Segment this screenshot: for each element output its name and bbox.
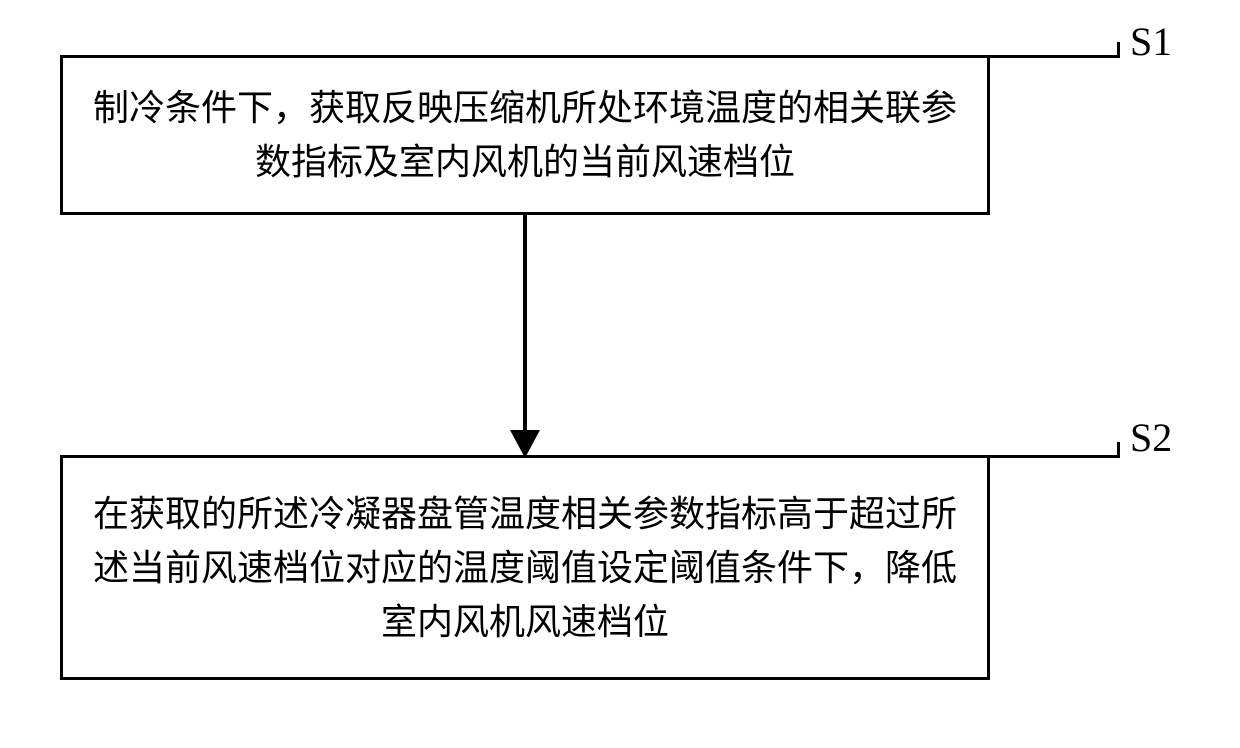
step-text-s1: 制冷条件下，获取反映压缩机所处环境温度的相关联参数指标及室内风机的当前风速档位 (93, 81, 957, 189)
step-box-s1: 制冷条件下，获取反映压缩机所处环境温度的相关联参数指标及室内风机的当前风速档位 (60, 55, 990, 215)
connector-line-s1-vertical (1117, 42, 1120, 58)
arrow-head-icon (510, 430, 540, 458)
step-label-s2: S2 (1130, 414, 1172, 461)
step-text-s2: 在获取的所述冷凝器盘管温度相关参数指标高于超过所述当前风速档位对应的温度阈值设定… (93, 487, 957, 649)
flowchart-container: 制冷条件下，获取反映压缩机所处环境温度的相关联参数指标及室内风机的当前风速档位 … (0, 0, 1240, 748)
connector-line-s1 (990, 55, 1120, 58)
connector-line-s2-vertical (1117, 442, 1120, 458)
step-label-s1: S1 (1130, 18, 1172, 65)
arrow-line (523, 215, 527, 435)
connector-line-s2 (990, 455, 1120, 458)
step-box-s2: 在获取的所述冷凝器盘管温度相关参数指标高于超过所述当前风速档位对应的温度阈值设定… (60, 455, 990, 680)
